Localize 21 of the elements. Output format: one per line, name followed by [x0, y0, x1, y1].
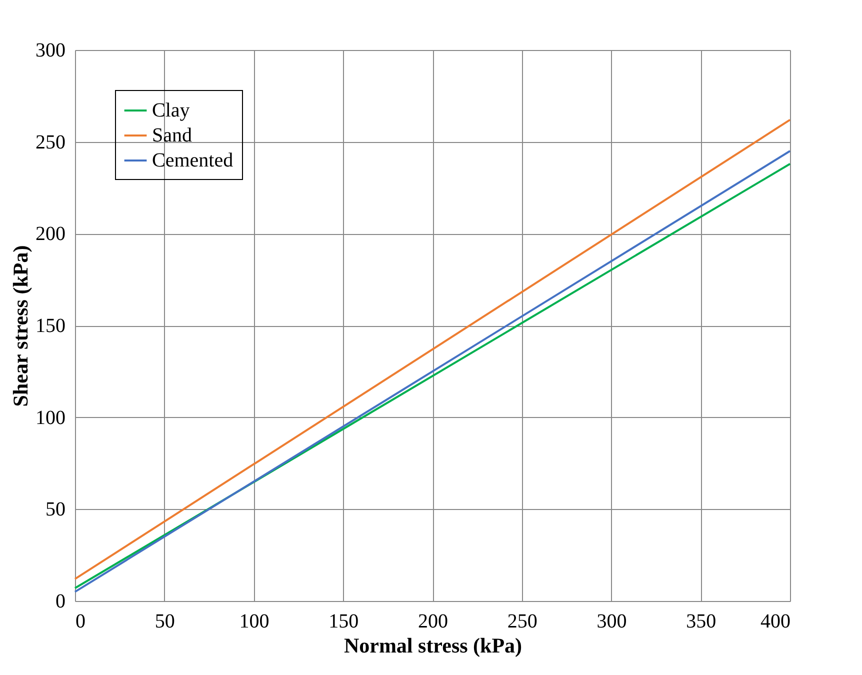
y-tick-label: 300: [36, 40, 66, 62]
y-tick-label: 0: [56, 590, 66, 612]
y-tick-label: 200: [36, 223, 66, 246]
x-tick-label: 50: [154, 610, 175, 632]
y-axis-title: Shear stress (kPa): [8, 245, 32, 407]
x-axis-title: Normal stress (kPa): [344, 634, 522, 658]
legend-label: Sand: [152, 124, 192, 146]
x-tick-label: 0: [76, 610, 86, 632]
y-tick-label: 250: [36, 131, 66, 154]
x-tick-label: 350: [686, 610, 716, 632]
y-tick-label: 150: [36, 315, 66, 337]
legend-label: Clay: [152, 100, 190, 122]
x-tick-label: 400: [760, 610, 790, 632]
x-tick-label: 200: [418, 610, 448, 632]
legend-label: Cemented: [152, 150, 234, 172]
y-tick-label: 100: [36, 406, 66, 429]
y-tick-label: 50: [46, 498, 66, 521]
x-tick-label: 250: [507, 610, 538, 632]
x-tick-label: 150: [328, 610, 359, 632]
x-tick-label: 100: [239, 610, 270, 632]
x-tick-label: 300: [596, 610, 627, 632]
